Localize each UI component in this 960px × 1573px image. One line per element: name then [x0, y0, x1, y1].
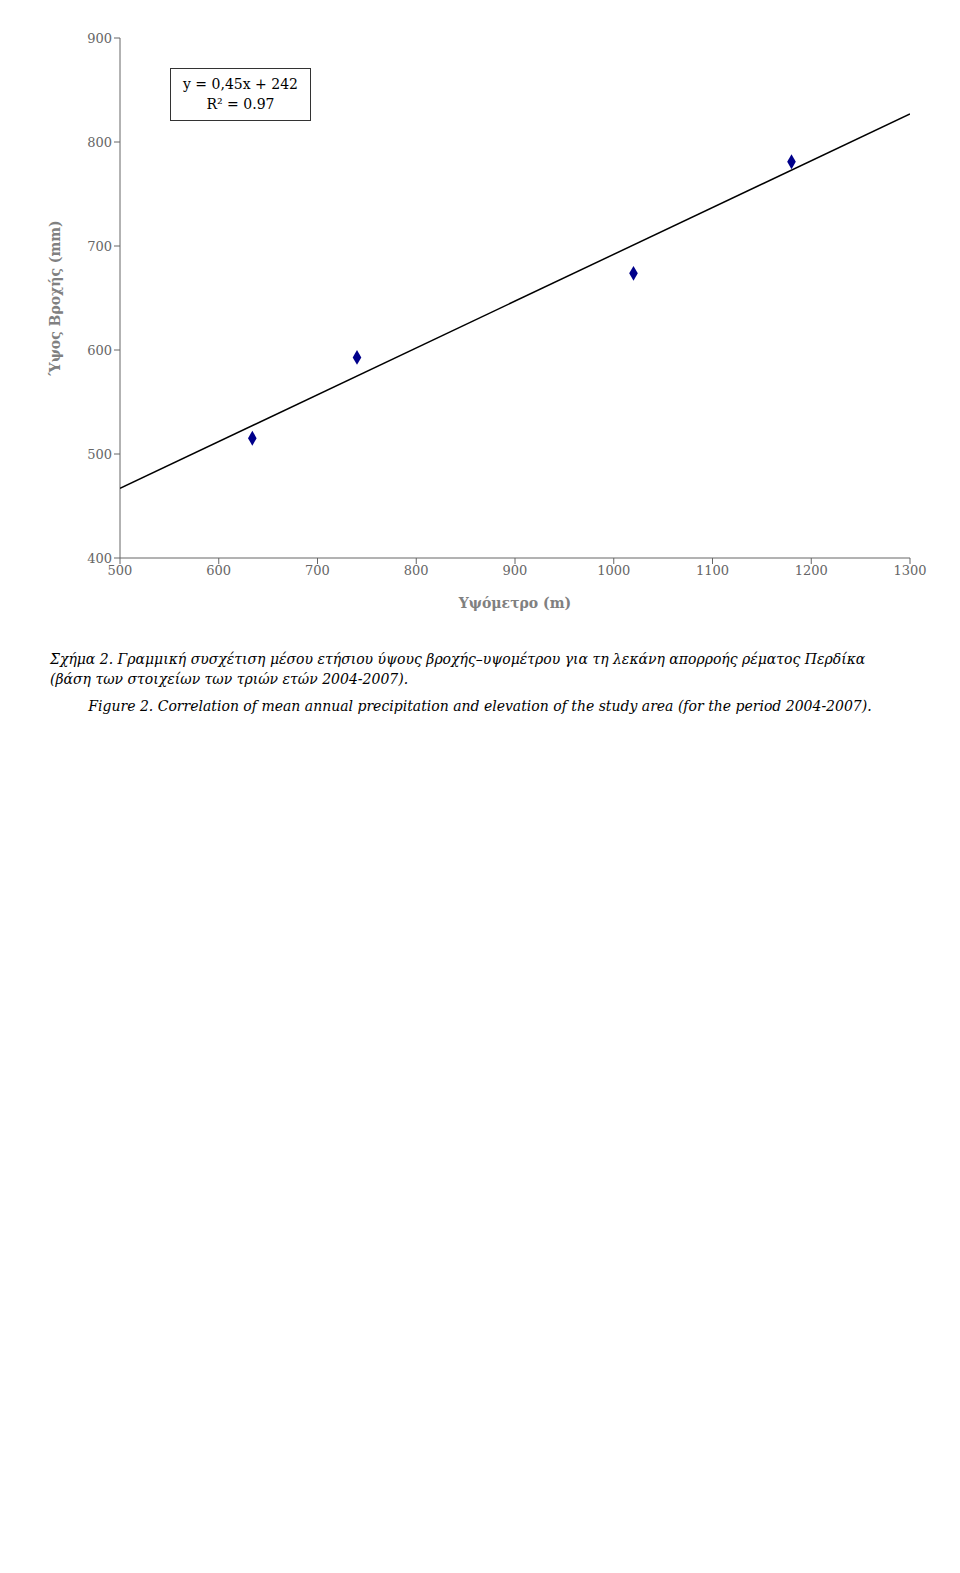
html-text:Figure 2. Correlation of mean: Figure 2. Correlation of mean annual pre…	[88, 698, 872, 715]
svg-text:900: 900	[87, 31, 112, 46]
html-text:y = 0,45x + 242: y = 0,45x + 242	[183, 76, 298, 92]
svg-text:Υψόμετρο (m): Υψόμετρο (m)	[458, 595, 571, 611]
svg-text:1200: 1200	[795, 563, 828, 578]
svg-text:Ύψος Βροχής (mm): Ύψος Βροχής (mm)	[47, 220, 63, 376]
svg-text:600: 600	[87, 343, 112, 358]
svg-text:400: 400	[87, 551, 112, 566]
svg-text:600: 600	[206, 563, 231, 578]
svg-text:1300: 1300	[893, 563, 926, 578]
svg-text:800: 800	[404, 563, 429, 578]
svg-text:800: 800	[87, 135, 112, 150]
html-text:R² = 0.97: R² = 0.97	[206, 95, 275, 112]
svg-text:900: 900	[503, 563, 528, 578]
svg-text:500: 500	[107, 563, 133, 579]
svg-text:700: 700	[305, 563, 330, 578]
svg-text:1100: 1100	[696, 563, 729, 578]
svg-text:500: 500	[87, 447, 112, 462]
svg-text:1000: 1000	[597, 563, 630, 578]
html-text:Σχήμα 2. Γραμμική συσχέτιση μέ: Σχήμα 2. Γραμμική συσχέτιση μέσου ετήσιο…	[50, 651, 866, 687]
svg-text:700: 700	[87, 239, 112, 254]
